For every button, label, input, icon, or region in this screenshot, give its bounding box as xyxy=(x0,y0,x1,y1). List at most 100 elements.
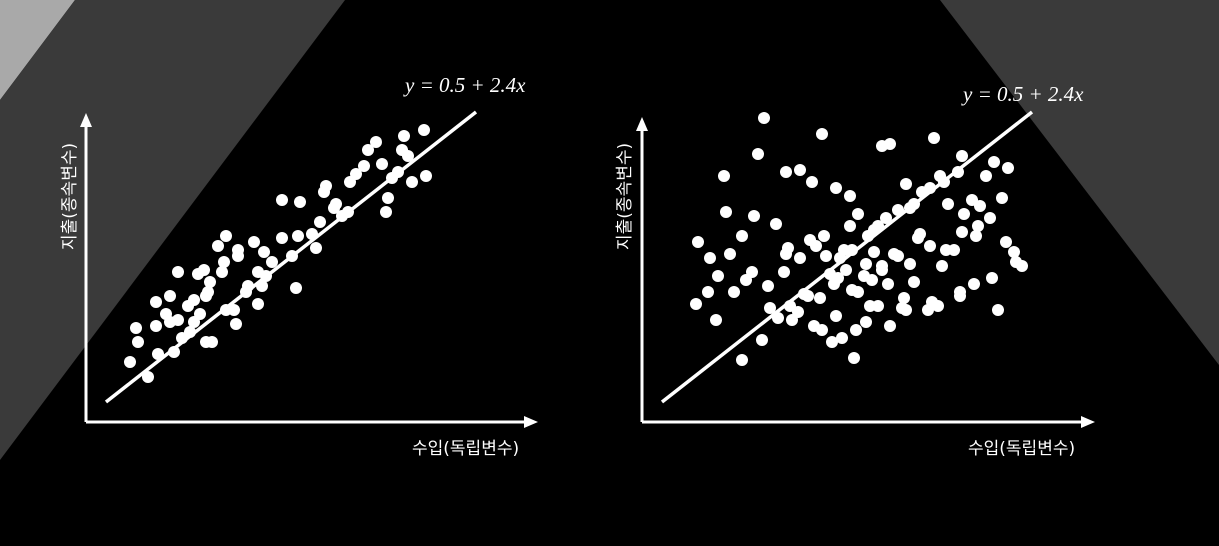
scatter-point xyxy=(290,282,302,294)
scatter-point xyxy=(252,298,264,310)
scatter-point xyxy=(908,198,920,210)
scatter-point xyxy=(724,248,736,260)
scatter-point xyxy=(330,198,342,210)
scatter-point xyxy=(736,354,748,366)
scatter-point xyxy=(392,166,404,178)
scatter-point xyxy=(914,228,926,240)
scatter-point xyxy=(904,258,916,270)
scatter-point xyxy=(850,324,862,336)
scatter-point xyxy=(206,336,218,348)
scatter-point xyxy=(172,266,184,278)
scatter-point xyxy=(996,192,1008,204)
scatter-point xyxy=(142,371,154,383)
scatter-point xyxy=(200,290,212,302)
scatter-point xyxy=(786,314,798,326)
scatter-point xyxy=(974,200,986,212)
scatter-chart-right xyxy=(636,110,1095,428)
x-axis-label-left: 수입(독립변수) xyxy=(412,439,520,459)
scatter-point xyxy=(784,300,796,312)
scatter-point xyxy=(350,168,362,180)
scatter-point xyxy=(808,320,820,332)
scatter-point xyxy=(160,308,172,320)
scatter-point xyxy=(182,300,194,312)
scatter-point xyxy=(818,230,830,242)
scatter-point xyxy=(260,270,272,282)
scatter-point xyxy=(212,240,224,252)
scatter-point xyxy=(880,212,892,224)
scatter-point xyxy=(860,258,872,270)
scatter-point xyxy=(704,252,716,264)
scatter-point xyxy=(292,230,304,242)
scatter-point xyxy=(924,240,936,252)
scatter-point xyxy=(752,148,764,160)
scatter-point xyxy=(814,292,826,304)
scatter-point xyxy=(1008,246,1020,258)
scatter-point xyxy=(806,176,818,188)
scatter-point xyxy=(928,132,940,144)
scatter-point xyxy=(844,190,856,202)
scatter-point xyxy=(830,310,842,322)
scatter-point xyxy=(150,320,162,332)
y-axis-label-right: 지출(종속변수) xyxy=(615,142,635,250)
scatter-point xyxy=(872,220,884,232)
scatter-point xyxy=(242,280,254,292)
scatter-point xyxy=(690,298,702,310)
scatter-point xyxy=(256,280,268,292)
scatter-point xyxy=(418,124,430,136)
x-axis-arrowhead xyxy=(524,416,538,428)
scatter-point xyxy=(740,274,752,286)
scatter-point xyxy=(956,226,968,238)
scatter-point xyxy=(810,240,822,252)
scatter-point xyxy=(844,220,856,232)
scatter-point xyxy=(900,178,912,190)
scatter-point xyxy=(986,272,998,284)
scatter-point xyxy=(306,228,318,240)
scatter-point xyxy=(862,230,874,242)
scatter-point xyxy=(798,288,810,300)
scatter-point xyxy=(794,164,806,176)
scatter-point xyxy=(310,242,322,254)
scatter-point xyxy=(220,230,232,242)
scatter-point xyxy=(948,244,960,256)
scatter-point xyxy=(826,336,838,348)
scatter-point xyxy=(762,280,774,292)
scatter-point xyxy=(382,192,394,204)
scatter-point xyxy=(892,204,904,216)
x-axis-label-right: 수입(독립변수) xyxy=(968,439,1076,459)
scatter-point xyxy=(150,296,162,308)
scatter-point xyxy=(770,218,782,230)
x-axis-arrowhead xyxy=(1081,416,1095,428)
scatter-point xyxy=(702,286,714,298)
scatter-point xyxy=(852,208,864,220)
scatter-point xyxy=(924,182,936,194)
scatter-point xyxy=(218,256,230,268)
scatter-point xyxy=(398,130,410,142)
scatter-point xyxy=(294,196,306,208)
scatter-point xyxy=(868,246,880,258)
scatter-point xyxy=(952,166,964,178)
scatter-point xyxy=(778,266,790,278)
scatter-point xyxy=(342,206,354,218)
dark-diagonal-stripe-right xyxy=(940,0,1219,365)
scatter-point xyxy=(286,250,298,262)
scatter-point xyxy=(198,264,210,276)
scatter-point xyxy=(712,270,724,282)
scatter-point xyxy=(828,278,840,290)
scatter-point xyxy=(748,210,760,222)
scatter-point xyxy=(852,286,864,298)
scatter-point xyxy=(984,212,996,224)
scatter-point xyxy=(932,300,944,312)
scatter-point xyxy=(838,244,850,256)
scatter-point xyxy=(970,230,982,242)
scatter-point xyxy=(132,336,144,348)
scatter-point xyxy=(376,158,388,170)
scatter-point xyxy=(1002,162,1014,174)
scatter-point xyxy=(258,246,270,258)
scatter-point xyxy=(848,352,860,364)
scatter-point xyxy=(266,256,278,268)
scatter-point xyxy=(228,304,240,316)
regression-equation-left: y = 0.5 + 2.4x xyxy=(405,73,526,97)
scatter-point xyxy=(370,136,382,148)
scatter-point xyxy=(954,290,966,302)
